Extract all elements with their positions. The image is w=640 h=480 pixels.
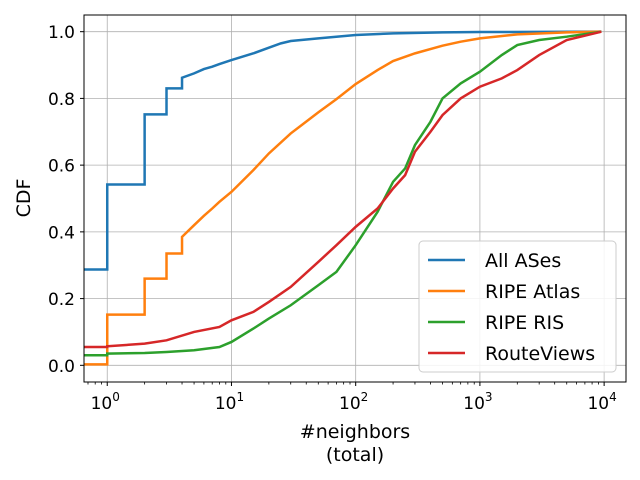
x-axis-label-line1: #neighbors <box>300 421 410 443</box>
y-tick-label: 0.6 <box>48 157 75 177</box>
series-line-ripe-ris <box>84 30 602 357</box>
legend-label: All ASes <box>485 250 561 272</box>
x-tick-label: 102 <box>339 390 368 414</box>
x-tick-label: 101 <box>215 390 244 414</box>
y-tick-label: 0.0 <box>48 357 75 377</box>
legend-box <box>418 240 617 373</box>
legend-label: RouteViews <box>485 343 595 365</box>
legend: All ASes RIPE Atlas RIPE RIS RouteViews <box>418 240 617 373</box>
x-tick-label: 104 <box>587 390 616 414</box>
x-tick-label: 103 <box>463 390 492 414</box>
y-axis-label: CDF <box>13 179 35 218</box>
y-tick-label: 0.8 <box>48 90 75 110</box>
series-line-routeviews <box>84 30 602 349</box>
series-line-all-ases <box>84 30 602 271</box>
x-tick-label: 100 <box>91 390 120 414</box>
axes: 0.0 0.2 0.4 0.6 0.8 1.0 100 101 102 103 104 <box>48 14 627 414</box>
legend-label: RIPE Atlas <box>485 281 580 303</box>
plot-frame <box>83 14 627 383</box>
x-axis-label-line2: (total) <box>326 444 384 466</box>
y-tick-label: 0.4 <box>48 223 75 243</box>
series-line-ripe-atlas <box>84 30 602 366</box>
y-tick-label: 0.2 <box>48 290 75 310</box>
series-lines <box>84 30 602 366</box>
legend-label: RIPE RIS <box>485 312 564 334</box>
y-tick-label: 1.0 <box>48 23 75 43</box>
